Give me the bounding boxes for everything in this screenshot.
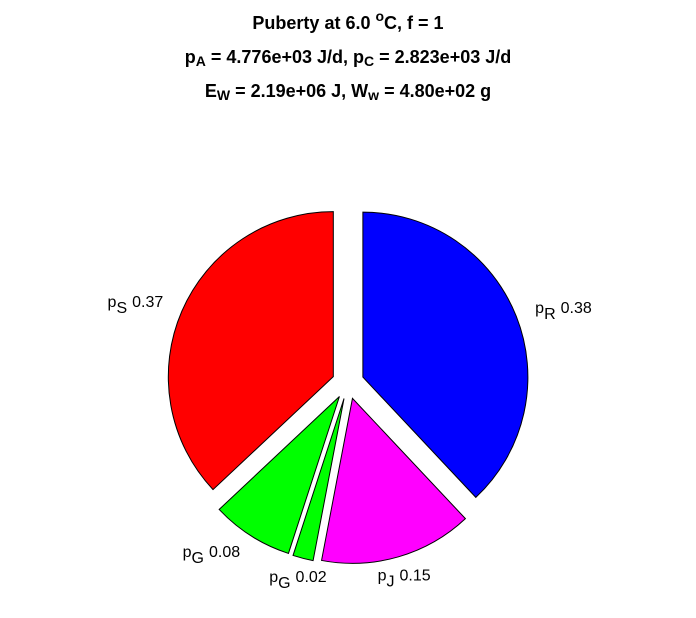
pie-slice xyxy=(167,211,334,491)
title-part: C, f = 1 xyxy=(384,13,444,33)
chart-title: pA = 4.776e+03 J/d, pC = 2.823e+03 J/d xyxy=(185,47,511,69)
title-part: w xyxy=(367,87,379,103)
label-sub: G xyxy=(278,575,290,592)
chart-title: EW = 2.19e+06 J, Ww = 4.80e+02 g xyxy=(205,81,491,103)
label-name: p xyxy=(269,569,278,586)
title-part: p xyxy=(185,47,196,67)
title-part: = 4.80e+02 g xyxy=(379,81,491,101)
title-part: E xyxy=(205,81,217,101)
slice-label: pJ 0.15 xyxy=(378,568,431,591)
title-part: = 2.823e+03 J/d xyxy=(374,47,511,67)
label-sub: G xyxy=(192,550,204,567)
slice-label: pS 0.37 xyxy=(108,294,164,317)
title-part: C xyxy=(364,53,374,69)
slice-label: pR 0.38 xyxy=(535,300,592,323)
label-name: p xyxy=(183,544,192,561)
label-name: p xyxy=(108,294,117,311)
label-name: p xyxy=(378,568,387,585)
pie-slice xyxy=(362,211,529,499)
title-part: W xyxy=(217,87,231,103)
title-part: A xyxy=(196,53,206,69)
label-sub: J xyxy=(387,573,395,590)
pie-slice xyxy=(218,396,340,555)
pie-slice xyxy=(320,397,467,564)
chart-title: Puberty at 6.0 oC, f = 1 xyxy=(252,8,443,32)
label-value: 0.38 xyxy=(561,300,592,317)
label-sub: R xyxy=(544,306,556,323)
title-part: Puberty at 6.0 xyxy=(252,13,375,33)
title-part: = 2.19e+06 J, W xyxy=(230,81,368,101)
label-value: 0.02 xyxy=(296,569,327,586)
slice-label: pG 0.02 xyxy=(269,569,327,592)
label-value: 0.15 xyxy=(400,568,431,585)
label-sub: S xyxy=(116,300,127,317)
title-part: o xyxy=(375,8,384,24)
title-part: = 4.776e+03 J/d, p xyxy=(206,47,364,67)
label-name: p xyxy=(535,300,544,317)
label-value: 0.08 xyxy=(209,544,240,561)
pie-slice xyxy=(292,398,345,562)
label-value: 0.37 xyxy=(132,294,163,311)
slice-label: pG 0.08 xyxy=(183,544,241,567)
